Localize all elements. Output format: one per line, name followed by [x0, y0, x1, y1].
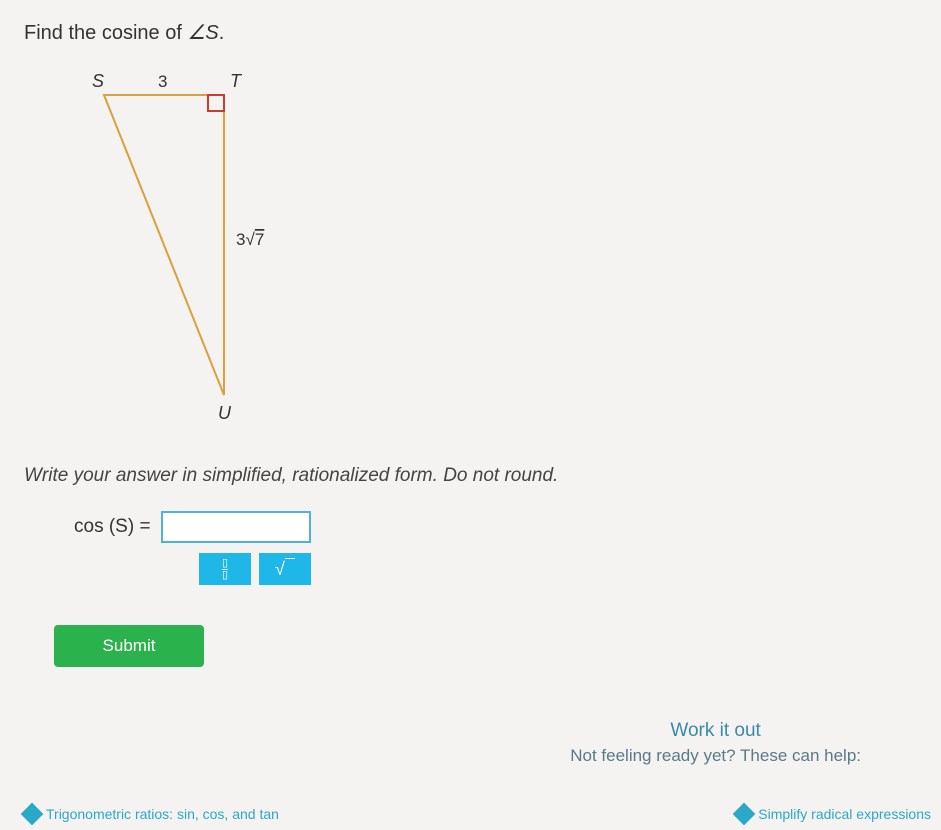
fraction-icon: ▯▯	[222, 559, 228, 580]
answer-input[interactable]	[161, 511, 311, 543]
tool-row: ▯▯ √	[199, 553, 917, 585]
work-it-out-subtitle: Not feeling ready yet? These can help:	[570, 746, 861, 766]
prompt-post: .	[219, 22, 225, 44]
instruction-text: Write your answer in simplified, rationa…	[24, 465, 917, 487]
vertex-s-label: S	[92, 71, 104, 91]
sqrt-tool-button[interactable]: √	[259, 553, 311, 585]
sqrt-icon: √	[275, 559, 295, 580]
answer-label: cos (S) =	[74, 516, 151, 538]
answer-row: cos (S) =	[74, 511, 917, 543]
submit-button[interactable]: Submit	[54, 625, 204, 667]
question-prompt: Find the cosine of ∠S.	[24, 20, 917, 45]
diamond-icon	[733, 803, 756, 826]
bottom-links: Trigonometric ratios: sin, cos, and tan …	[24, 806, 941, 822]
link-radical-label: Simplify radical expressions	[758, 806, 931, 822]
link-simplify-radical[interactable]: Simplify radical expressions	[736, 806, 931, 822]
prompt-pre: Find the cosine of	[24, 22, 187, 44]
link-trig-label: Trigonometric ratios: sin, cos, and tan	[46, 806, 279, 822]
diamond-icon	[21, 803, 44, 826]
triangle-diagram: S T U 3 3√7	[54, 65, 314, 445]
vertex-u-label: U	[218, 403, 232, 423]
right-angle-marker	[208, 95, 224, 111]
side-st-label: 3	[158, 72, 167, 91]
fraction-tool-button[interactable]: ▯▯	[199, 553, 251, 585]
work-it-out-section: Work it out Not feeling ready yet? These…	[570, 720, 861, 766]
triangle-svg: S T U 3 3√7	[54, 65, 314, 445]
link-trig-ratios[interactable]: Trigonometric ratios: sin, cos, and tan	[24, 806, 279, 822]
angle-symbol: ∠S	[187, 22, 218, 44]
vertex-t-label: T	[230, 71, 243, 91]
triangle-shape	[104, 95, 224, 395]
work-it-out-title: Work it out	[570, 720, 861, 742]
side-tu-label: 3√7	[236, 230, 264, 249]
